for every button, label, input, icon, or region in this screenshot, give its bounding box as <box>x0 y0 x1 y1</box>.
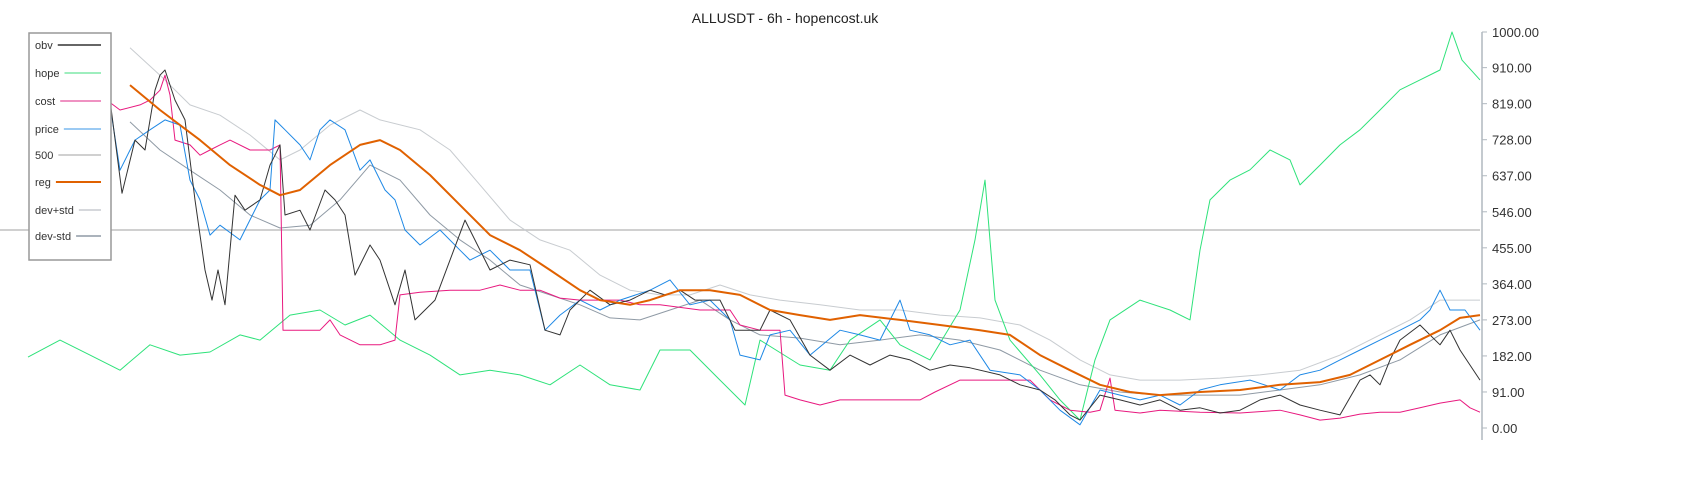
y-tick-label: 455.00 <box>1492 241 1532 256</box>
y-tick-label: 273.00 <box>1492 313 1532 328</box>
y-tick-label: 546.00 <box>1492 205 1532 220</box>
y-tick-label: 182.00 <box>1492 349 1532 364</box>
legend-label: obv <box>35 40 53 52</box>
y-tick-label: 637.00 <box>1492 169 1532 184</box>
legend-label: dev+std <box>35 205 74 217</box>
chart-title: ALLUSDT - 6h - hopencost.uk <box>692 10 880 26</box>
series-obv <box>99 54 1481 421</box>
legend-label: price <box>35 124 59 136</box>
legend-item-price: price <box>35 124 101 136</box>
legend-label: reg <box>35 177 51 189</box>
legend: obv hope cost price 500 reg dev+std dev-std <box>28 32 112 261</box>
legend-label: 500 <box>35 150 53 162</box>
series-reg <box>129 84 1481 397</box>
legend-box <box>28 32 112 261</box>
series-layer <box>27 31 1481 426</box>
legend-label: cost <box>35 96 55 108</box>
legend-item-hope: hope <box>35 68 101 80</box>
y-tick-label: 728.00 <box>1492 133 1532 148</box>
legend-item-dev-std: dev+std <box>35 205 101 217</box>
y-tick-label: 910.00 <box>1492 61 1532 76</box>
legend-item-dev-std: dev-std <box>35 231 101 243</box>
legend-item-reg: reg <box>35 177 101 189</box>
series-dev-std <box>129 47 1480 381</box>
legend-item-500: 500 <box>35 150 101 162</box>
y-axis: 0.00 91.00 182.00 273.00 364.00 455.00 546.00 6… <box>1481 25 1539 440</box>
y-tick-label: 0.00 <box>1492 421 1517 436</box>
legend-item-obv: obv <box>35 40 101 52</box>
series-cost <box>99 74 1481 421</box>
legend-label: dev-std <box>35 231 71 243</box>
series-price <box>99 84 1481 426</box>
y-tick-label: 91.00 <box>1492 385 1525 400</box>
legend-item-cost: cost <box>35 96 101 108</box>
y-tick-label: 819.00 <box>1492 97 1532 112</box>
series-hope <box>27 31 1481 421</box>
legend-label: hope <box>35 68 59 80</box>
y-tick-label: 364.00 <box>1492 277 1532 292</box>
y-tick-label: 1000.00 <box>1492 25 1539 40</box>
